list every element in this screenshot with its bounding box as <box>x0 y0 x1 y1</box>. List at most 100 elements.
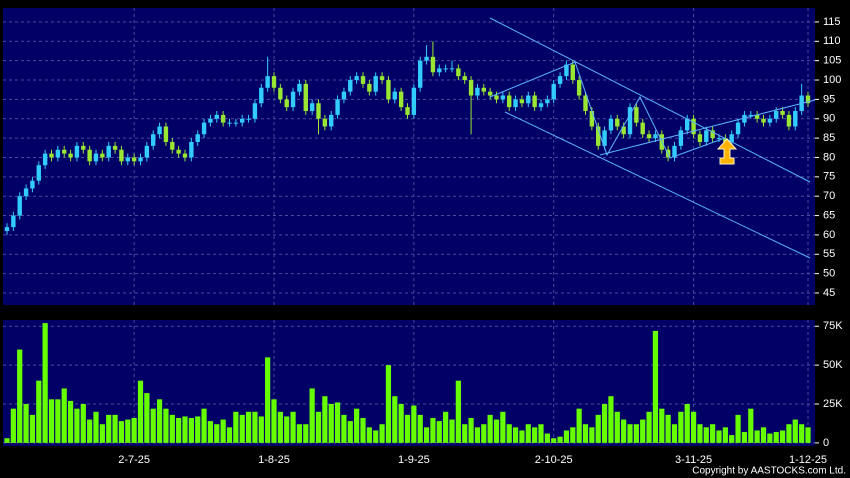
volume-bar <box>411 405 417 443</box>
candle-body <box>17 196 22 216</box>
candle-body <box>678 130 684 146</box>
y-tick-label: 25K <box>823 398 843 410</box>
candle-body <box>564 64 569 77</box>
candle-body <box>500 95 506 100</box>
volume-bar <box>277 411 283 443</box>
y-tick-label: 90 <box>823 113 835 125</box>
candle-body <box>672 145 677 158</box>
candle-body <box>621 126 626 135</box>
volume-bar <box>633 424 639 443</box>
volume-bar <box>551 438 557 443</box>
volume-bar <box>678 411 684 443</box>
candle-body <box>767 118 773 123</box>
candle-body <box>627 107 633 135</box>
volume-bar <box>436 421 442 443</box>
candle-body <box>481 87 486 92</box>
candle-body <box>748 114 753 116</box>
candle-body <box>583 95 588 112</box>
volume-bar <box>493 419 500 443</box>
candle-body <box>49 153 54 158</box>
candle-body <box>309 103 315 112</box>
volume-bar <box>805 427 811 443</box>
candle-body <box>513 99 518 108</box>
volume-bar <box>595 414 601 443</box>
volume-bar <box>462 424 468 443</box>
volume-bar <box>137 380 144 443</box>
candle-body <box>487 91 493 96</box>
y-tick-label: 50K <box>823 359 843 371</box>
y-tick-label: 70 <box>823 190 835 202</box>
candle-body <box>42 153 48 166</box>
volume-bar <box>684 404 690 443</box>
candle-body <box>456 68 461 77</box>
candle-body <box>462 76 467 81</box>
candle-body <box>430 56 436 73</box>
volume-bar <box>366 427 372 443</box>
candle-body <box>697 134 703 142</box>
volume-bar <box>144 393 150 443</box>
candle-body <box>100 153 105 158</box>
candle-body <box>646 134 652 139</box>
candle-body <box>131 157 137 162</box>
volume-bar <box>404 414 411 443</box>
y-tick-label: 115 <box>823 16 841 28</box>
volume-bar <box>398 404 404 443</box>
volume-bar <box>671 424 678 443</box>
candle-body <box>30 180 35 189</box>
candle-body <box>195 134 200 142</box>
candle-body <box>240 118 245 123</box>
candle-body <box>4 227 10 232</box>
candle-body <box>278 87 283 100</box>
candle-body <box>348 80 353 92</box>
candle-body <box>112 145 118 150</box>
x-tick-label: 1-12-25 <box>789 454 827 466</box>
volume-bar <box>156 399 163 443</box>
volume-bar <box>48 399 55 443</box>
candle-body <box>780 111 785 115</box>
volume-bar <box>640 419 646 443</box>
candle-body <box>265 76 270 88</box>
candle-body <box>570 64 575 81</box>
candle-body <box>774 111 779 119</box>
volume-bar <box>729 435 735 443</box>
volume-bar <box>163 408 169 443</box>
candle-body <box>691 118 696 135</box>
volume-bar <box>112 414 118 443</box>
volume-bar <box>93 411 99 443</box>
volume-bar <box>570 427 576 443</box>
candle-body <box>710 130 715 139</box>
candle-body <box>208 118 213 123</box>
candle-body <box>189 141 194 158</box>
candle-body <box>507 95 512 108</box>
volume-bar <box>646 411 652 443</box>
volume-bar <box>512 427 519 443</box>
candle-body <box>341 91 347 100</box>
candle-body <box>761 118 766 123</box>
candle-body <box>615 118 620 127</box>
volume-bar <box>608 396 614 443</box>
y-tick-label: 55 <box>823 248 835 260</box>
candle-body <box>36 165 41 181</box>
volume-bar <box>207 421 214 443</box>
volume-bar <box>176 418 182 443</box>
candle-body <box>176 149 181 154</box>
candle-body <box>182 153 188 158</box>
candle-body <box>640 122 645 135</box>
candle-body <box>449 68 455 70</box>
volume-bar <box>519 430 525 443</box>
candle-body <box>754 114 760 119</box>
candle-body <box>398 91 404 108</box>
volume-bar <box>627 424 633 443</box>
volume-bar <box>716 430 722 443</box>
candle-body <box>11 215 16 228</box>
candle-body <box>519 99 525 104</box>
candle-body <box>23 188 29 197</box>
volume-bar <box>792 419 798 443</box>
volume-bar <box>392 396 398 443</box>
volume-bar <box>42 323 48 443</box>
candle-body <box>163 126 169 142</box>
volume-bar <box>245 411 252 443</box>
volume-bar <box>760 427 767 443</box>
y-tick-label: 100 <box>823 74 841 86</box>
candle-body <box>322 118 328 127</box>
